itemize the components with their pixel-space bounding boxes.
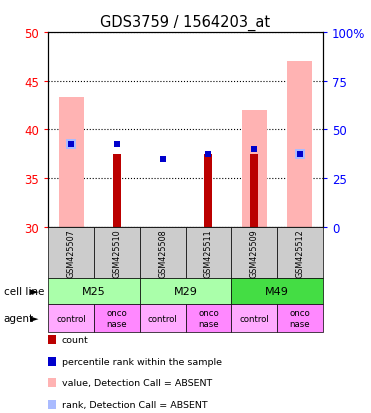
Text: percentile rank within the sample: percentile rank within the sample	[62, 357, 222, 366]
Text: M29: M29	[174, 287, 197, 297]
Text: onco
nase: onco nase	[198, 309, 219, 328]
Text: GSM425508: GSM425508	[158, 229, 167, 277]
Bar	[287, 62, 312, 227]
Bar	[242, 111, 267, 227]
Text: GSM425512: GSM425512	[295, 229, 304, 277]
Bar	[204, 154, 213, 227]
Text: control: control	[239, 314, 269, 323]
Text: count: count	[62, 335, 89, 344]
Bar	[59, 98, 84, 227]
Text: ►: ►	[30, 313, 38, 323]
Bar	[113, 154, 121, 227]
Text: control: control	[56, 314, 86, 323]
Text: onco
nase: onco nase	[106, 309, 127, 328]
Text: control: control	[148, 314, 177, 323]
Text: M25: M25	[82, 287, 106, 297]
Text: GDS3759 / 1564203_at: GDS3759 / 1564203_at	[101, 14, 270, 31]
Text: value, Detection Call = ABSENT: value, Detection Call = ABSENT	[62, 378, 212, 387]
Text: agent: agent	[4, 313, 34, 323]
Text: ►: ►	[30, 287, 38, 297]
Text: GSM425509: GSM425509	[250, 229, 259, 277]
Text: M49: M49	[265, 287, 289, 297]
Text: GSM425507: GSM425507	[67, 229, 76, 277]
Text: onco
nase: onco nase	[289, 309, 310, 328]
Bar	[250, 154, 258, 227]
Text: GSM425510: GSM425510	[112, 229, 121, 277]
Text: GSM425511: GSM425511	[204, 229, 213, 277]
Text: rank, Detection Call = ABSENT: rank, Detection Call = ABSENT	[62, 400, 208, 409]
Text: cell line: cell line	[4, 287, 44, 297]
